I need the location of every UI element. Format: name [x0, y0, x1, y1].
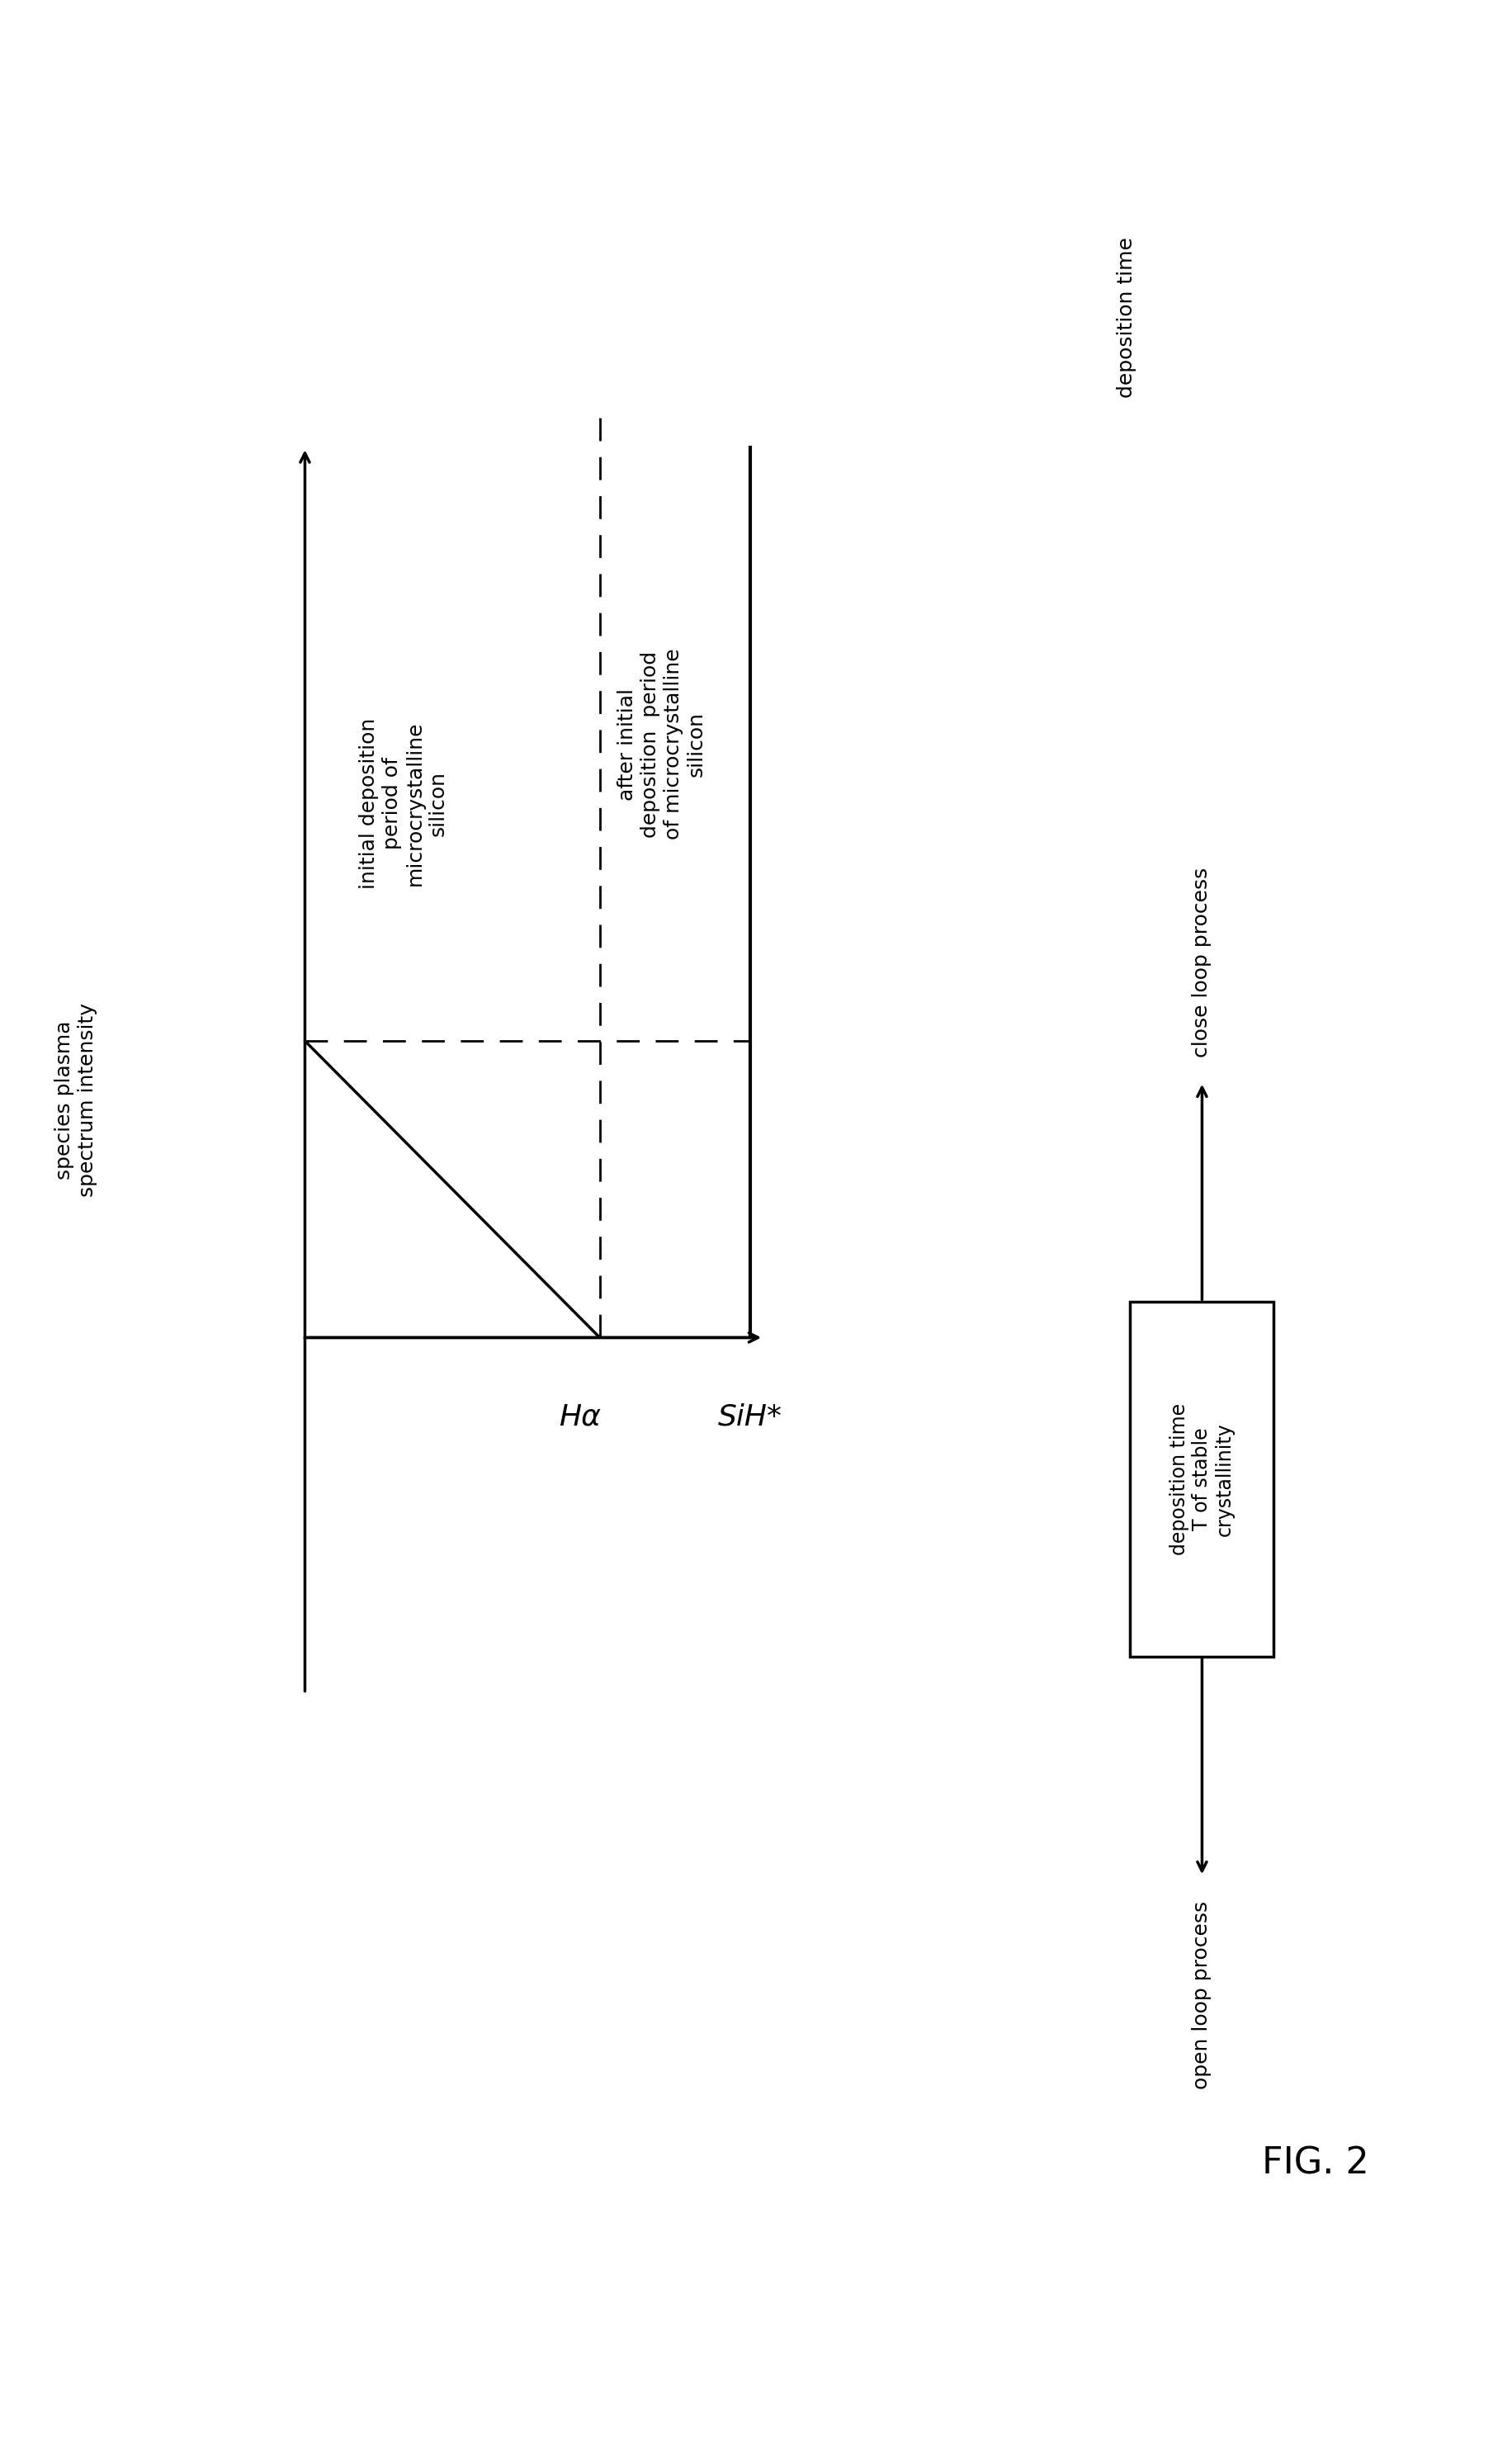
- Text: species plasma
spectrum intensity: species plasma spectrum intensity: [54, 1002, 97, 1198]
- Text: open loop process: open loop process: [1191, 1902, 1213, 2090]
- Text: SiH*: SiH*: [718, 1403, 783, 1430]
- Text: initial deposition
period of
microcrystalline
silicon: initial deposition period of microcrysta…: [358, 719, 448, 890]
- Text: Hα: Hα: [559, 1403, 602, 1430]
- Text: deposition time: deposition time: [1116, 237, 1137, 399]
- Text: FIG. 2: FIG. 2: [1263, 2147, 1368, 2181]
- Text: close loop process: close loop process: [1191, 868, 1213, 1056]
- Text: deposition time
T of stable
crystallinity: deposition time T of stable crystallinit…: [1169, 1403, 1235, 1555]
- Text: after initial
deposition  period
of microcrystalline
silicon: after initial deposition period of micro…: [618, 648, 706, 841]
